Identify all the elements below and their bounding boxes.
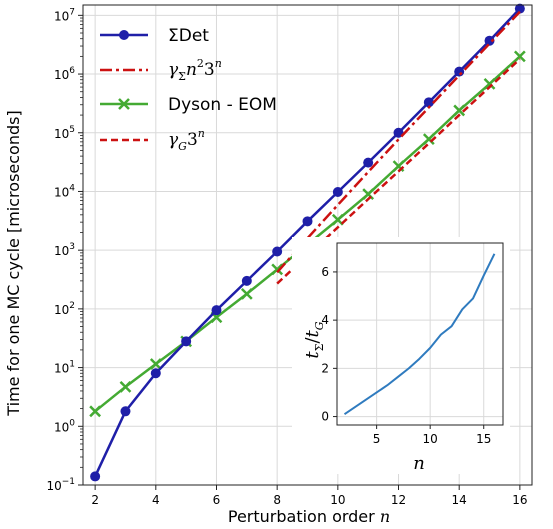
main-x-tick-label: 8 (273, 493, 281, 507)
y-axis-label: Time for one MC cycle [microseconds] (4, 110, 23, 416)
legend-label-sigma-det: ΣDet (168, 26, 209, 46)
inset-plot-frame (336, 242, 504, 426)
data-point-sigma-det (90, 471, 101, 482)
main-y-tick-label: 104 (54, 183, 75, 199)
data-point-sigma-det (514, 3, 525, 14)
legend-label-dyson-eom: Dyson - EOM (168, 95, 277, 115)
inset-y-tick-label: 6 (321, 265, 329, 279)
data-point-dyson-eom (453, 104, 466, 117)
main-x-tick-label: 6 (213, 493, 221, 507)
main-y-tick-label: 105 (54, 125, 75, 141)
series-line-1 (276, 10, 521, 274)
legend-label-gamma-sigma: γΣn23n (168, 57, 222, 83)
legend-label-gamma-g: γG3n (168, 127, 205, 153)
main-y-tick-label: 101 (54, 360, 75, 376)
main-plot-frame (82, 4, 533, 486)
data-point-sigma-det (181, 336, 192, 347)
main-y-tick-label: 102 (54, 301, 75, 317)
main-y-tick-label: 106 (54, 66, 75, 82)
x-axis-label: Perturbation order n (228, 507, 390, 526)
inset-y-axis-label: tΣ/tG (302, 321, 326, 358)
inset-series-layer (343, 253, 496, 415)
legend-item-dyson-eom: Dyson - EOM (100, 95, 277, 115)
data-point-dyson-eom (149, 358, 162, 370)
data-point-dyson-eom (483, 77, 496, 90)
inset-x-axis-label: n (413, 453, 425, 474)
main-x-tick-label: 14 (452, 493, 467, 507)
main-y-tick-label: 107 (54, 7, 75, 23)
legend-marker-sigma-det (119, 30, 129, 40)
data-point-dyson-eom (513, 50, 526, 63)
data-point-sigma-det (241, 275, 252, 286)
data-point-dyson-eom (240, 288, 253, 300)
inset-plot: 5 10 15 0 2 4 6 n tΣ/tG (292, 237, 510, 474)
data-point-dyson-eom (119, 380, 132, 393)
inset-background (292, 237, 510, 474)
legend: ΣDet γΣn23n Dyson - EOM γG3n (100, 26, 277, 153)
data-point-sigma-det (423, 97, 434, 108)
main-x-tick-label: 2 (91, 493, 99, 507)
main-y-tick-label: 103 (54, 242, 75, 258)
data-point-sigma-det (454, 66, 465, 77)
inset-x-ticks: 5 10 15 (373, 425, 491, 446)
inset-y-tick-label: 0 (321, 410, 329, 424)
data-point-sigma-det (150, 368, 161, 379)
main-x-tick-label: 12 (391, 493, 406, 507)
main-x-tick-label: 4 (152, 493, 160, 507)
main-x-tick-label: 10 (330, 493, 345, 507)
legend-item-gamma-sigma: γΣn23n (100, 57, 222, 83)
inset-x-tick-label: 10 (423, 432, 438, 446)
inset-ratio-line (343, 253, 496, 415)
data-point-sigma-det (484, 35, 495, 46)
data-point-sigma-det (211, 305, 222, 316)
main-x-ticks: 2 4 6 8 10 12 14 16 (91, 485, 528, 507)
inset-y-ticks: 0 2 4 6 (321, 265, 337, 424)
data-point-sigma-det (120, 406, 131, 417)
inset-x-tick-label: 15 (476, 432, 491, 446)
inset-x-tick-label: 5 (373, 432, 381, 446)
data-point-dyson-eom (89, 405, 102, 418)
data-point-sigma-det (332, 186, 343, 197)
inset-y-tick-label: 4 (321, 313, 329, 327)
main-y-ticks: 10−1 100 101 102 103 104 105 106 107 (46, 7, 83, 493)
legend-item-sigma-det: ΣDet (100, 26, 209, 46)
main-x-tick-label: 16 (512, 493, 527, 507)
data-point-sigma-det (302, 216, 313, 227)
legend-marker-dyson-eom (118, 98, 130, 110)
legend-item-gamma-g: γG3n (100, 127, 205, 153)
inset-y-tick-label: 2 (321, 361, 329, 375)
main-y-tick-label: 10−1 (46, 477, 75, 493)
main-y-tick-label: 100 (54, 418, 75, 434)
data-point-dyson-eom (422, 133, 435, 145)
data-point-dyson-eom (271, 263, 284, 276)
data-point-sigma-det (272, 246, 283, 257)
data-point-sigma-det (363, 157, 374, 168)
